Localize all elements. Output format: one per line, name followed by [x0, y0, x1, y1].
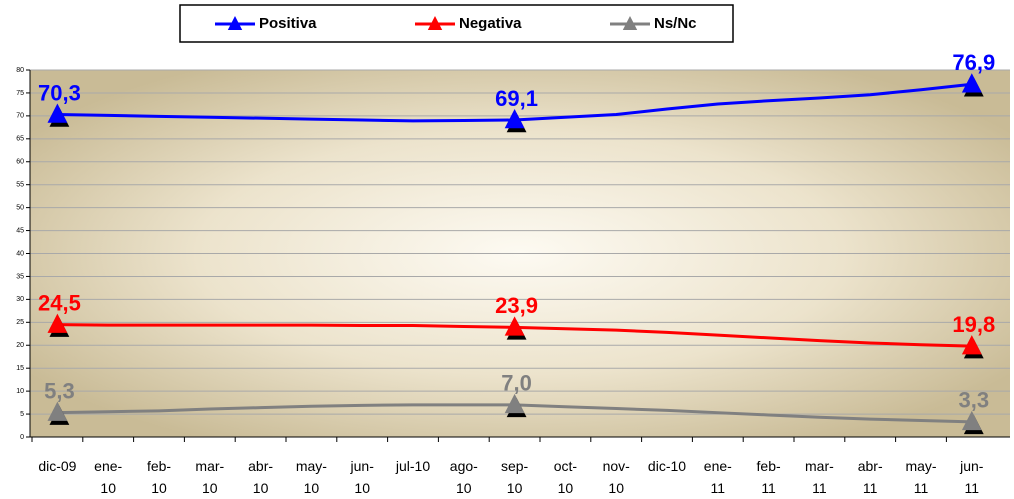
legend-marker	[427, 16, 443, 30]
marker	[961, 73, 982, 93]
y-tick-label: 40	[16, 250, 24, 257]
legend-marker	[622, 16, 638, 30]
legend-label: Positiva	[259, 15, 317, 32]
data-label: 7,0	[501, 371, 532, 396]
x-tick-label: jun-10	[350, 458, 375, 496]
marker	[961, 335, 982, 355]
y-tick-label: 60	[16, 159, 24, 166]
data-label: 5,3	[44, 378, 75, 403]
marker	[47, 313, 68, 333]
y-tick-label: 50	[16, 204, 24, 211]
marker	[47, 401, 68, 421]
x-tick-label: abr-11	[858, 458, 883, 496]
marker	[504, 109, 525, 129]
x-tick-label: jun-11	[959, 458, 984, 496]
y-tick-label: 35	[16, 273, 24, 280]
y-tick-label: 5	[20, 411, 24, 418]
x-tick-label: mar-11	[805, 458, 834, 496]
data-label: 70,3	[38, 80, 81, 105]
x-tick-label: abr-10	[248, 458, 273, 496]
x-tick-label: feb-11	[757, 458, 781, 496]
data-label: 3,3	[959, 388, 990, 413]
y-tick-label: 20	[16, 342, 24, 349]
y-tick-label: 0	[20, 434, 24, 441]
x-tick-label: dic-10	[648, 458, 686, 474]
data-label: 19,8	[952, 312, 995, 337]
marker	[961, 410, 982, 431]
data-label: 76,9	[952, 50, 995, 75]
x-tick-label: ago-10	[450, 458, 478, 496]
y-tick-label: 80	[16, 67, 24, 74]
marker	[504, 316, 525, 336]
data-label: 24,5	[38, 290, 81, 315]
y-tick-label: 70	[16, 113, 24, 120]
x-tick-label: jul-10	[395, 458, 430, 474]
x-tick-label: dic-09	[38, 458, 76, 474]
data-label: 69,1	[495, 86, 538, 111]
y-tick-label: 65	[16, 136, 24, 143]
x-tick-label: ene-10	[94, 458, 122, 496]
marker	[47, 103, 68, 123]
y-tick-label: 75	[16, 90, 24, 97]
marker	[504, 393, 525, 414]
x-tick-label: nov-10	[603, 458, 631, 496]
y-tick-label: 30	[16, 296, 24, 303]
y-tick-label: 55	[16, 182, 24, 189]
y-tick-label: 45	[16, 227, 24, 234]
legend-marker	[227, 16, 243, 30]
legend-label: Negativa	[459, 15, 522, 32]
x-tick-label: sep-10	[501, 458, 529, 496]
x-tick-label: may-10	[296, 458, 327, 496]
x-tick-label: ene-11	[704, 458, 732, 496]
data-label: 23,9	[495, 293, 538, 318]
x-tick-label: oct-10	[554, 458, 578, 496]
y-tick-label: 10	[16, 388, 24, 395]
x-tick-label: mar-10	[195, 458, 224, 496]
legend-label: Ns/Nc	[654, 15, 697, 32]
y-tick-label: 25	[16, 319, 24, 326]
y-tick-label: 15	[16, 365, 24, 372]
x-tick-label: may-11	[905, 458, 936, 496]
x-tick-label: feb-10	[147, 458, 171, 496]
